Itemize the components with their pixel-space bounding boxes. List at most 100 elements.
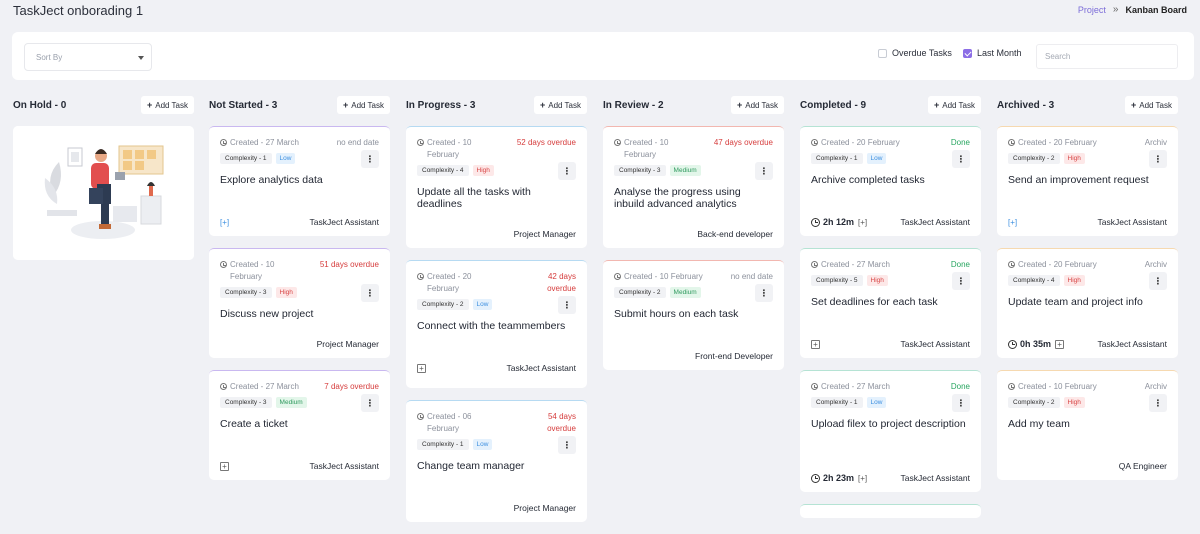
card-title: Send an improvement request (1008, 174, 1149, 186)
sort-by-placeholder: Sort By (36, 53, 63, 62)
created-date: Created - 10 February (624, 138, 669, 159)
complexity-badge: Complexity - 1 (220, 153, 272, 164)
more-options-icon[interactable]: ⋮ (1149, 394, 1167, 412)
more-options-icon[interactable]: ⋮ (1149, 150, 1167, 168)
add-subtask-icon[interactable]: [+] (220, 217, 230, 227)
breadcrumb-separator: » (1112, 4, 1119, 15)
add-task-button[interactable]: + Add Task (140, 96, 194, 114)
task-card[interactable]: Created - 06 February 54 days overdue Comp… (406, 400, 587, 522)
assignee: QA Engineer (1118, 461, 1167, 471)
card-tags: Complexity - 2 Low ⋮ (417, 296, 576, 314)
add-task-button[interactable]: + Add Task (927, 96, 981, 114)
task-card[interactable]: Created - 10 February 47 days overdue Comp… (603, 126, 784, 248)
more-options-icon[interactable]: ⋮ (361, 150, 379, 168)
card-meta: Created - 20 February Archiv (1008, 137, 1167, 149)
task-card[interactable]: Created - 10 February Archiv Complexity - … (997, 370, 1178, 480)
empty-state-illustration (13, 126, 194, 260)
created-info: Created - 20 February (417, 271, 497, 295)
card-title: Update team and project info (1008, 296, 1143, 308)
card-footer: Project Manager (220, 339, 379, 349)
card-title: Connect with the teammembers (417, 320, 566, 332)
more-options-icon[interactable]: ⋮ (952, 394, 970, 412)
card-footer: 2h 12m [+] TaskJect Assistant (811, 217, 970, 227)
sort-by-select[interactable]: Sort By (24, 43, 152, 71)
card-tags: Complexity - 2 Medium ⋮ (614, 284, 773, 302)
plus-icon: + (146, 100, 153, 110)
footer-left: 0h 35m + (1008, 339, 1065, 349)
task-card[interactable]: Created - 27 March no end date Complexity … (209, 126, 390, 236)
task-card[interactable]: Created - 20 February Archiv Complexity - … (997, 126, 1178, 236)
add-task-button[interactable]: + Add Task (1124, 96, 1178, 114)
column-title: Completed - 9 (800, 99, 867, 111)
breadcrumb-project-link[interactable]: Project (1077, 4, 1106, 15)
last-month-filter[interactable]: Last Month (963, 48, 1022, 58)
clock-icon (417, 139, 424, 146)
task-card[interactable]: Created - 20 February Archiv Complexity - … (997, 248, 1178, 358)
breadcrumb: Project » Kanban Board (1078, 4, 1187, 15)
overdue-tasks-filter[interactable]: Overdue Tasks (878, 48, 952, 58)
status-done: Done (950, 382, 970, 391)
card-meta: Created - 27 March Done (811, 381, 970, 393)
column-header: Not Started - 3 + Add Task (209, 96, 390, 114)
priority-badge: High (275, 287, 297, 298)
created-date: Created - 27 March (821, 382, 890, 391)
more-options-icon[interactable]: ⋮ (755, 284, 773, 302)
created-info: Created - 06 February (417, 411, 497, 435)
task-card[interactable]: Created - 20 February 42 days overdue Comp… (406, 260, 587, 388)
more-options-icon[interactable]: ⋮ (952, 150, 970, 168)
add-subtask-icon[interactable]: [+] (858, 473, 868, 483)
search-input[interactable] (1036, 44, 1178, 69)
kanban-column: Completed - 9 + Add Task Created - 20 Febru… (800, 96, 981, 518)
more-options-icon[interactable]: ⋮ (755, 162, 773, 180)
footer-left: 2h 12m [+] (811, 217, 867, 227)
card-tags: Complexity - 1 Low ⋮ (220, 150, 379, 168)
add-task-button[interactable]: + Add Task (730, 96, 784, 114)
card-tags: Complexity - 3 Medium ⋮ (614, 162, 773, 180)
more-options-icon[interactable]: ⋮ (952, 272, 970, 290)
card-tags: Complexity - 2 High ⋮ (1008, 394, 1167, 412)
task-card[interactable]: Created - 10 February no end date Complexi… (603, 260, 784, 370)
card-tags: Complexity - 1 Low ⋮ (811, 150, 970, 168)
task-card[interactable]: Created - 27 March Done Complexity - 1 Low ⋮… (800, 370, 981, 492)
more-options-icon[interactable]: ⋮ (361, 394, 379, 412)
add-subtask-icon[interactable]: [+] (1008, 217, 1018, 227)
add-subtask-icon[interactable]: + (811, 339, 820, 349)
priority-badge: Low (275, 153, 296, 164)
task-card[interactable]: Created - 10 February 51 days overdue Comp… (209, 248, 390, 358)
timer-icon (811, 473, 820, 483)
task-card[interactable]: Created - 27 March 7 days overdue Complexi… (209, 370, 390, 480)
card-meta: Created - 06 February 54 days overdue (417, 411, 576, 435)
add-task-button[interactable]: + Add Task (336, 96, 390, 114)
footer-left: 2h 23m [+] (811, 473, 867, 483)
last-month-checkbox[interactable] (963, 48, 972, 58)
add-subtask-icon[interactable]: + (220, 461, 229, 471)
more-options-icon[interactable]: ⋮ (558, 436, 576, 454)
more-options-icon[interactable]: ⋮ (1149, 272, 1167, 290)
task-card[interactable]: Created - 27 March Done Complexity - 5 High… (800, 248, 981, 358)
assignee: TaskJect Assistant (900, 217, 970, 227)
clock-icon (220, 139, 227, 146)
add-subtask-icon[interactable]: [+] (858, 217, 868, 227)
card-tags: Complexity - 4 High ⋮ (417, 162, 576, 180)
time-value: 2h 12m (823, 217, 855, 227)
status-text: 7 days overdue (324, 382, 379, 391)
overdue-tasks-checkbox[interactable] (878, 48, 887, 58)
add-task-button[interactable]: + Add Task (533, 96, 587, 114)
assignee: TaskJect Assistant (900, 473, 970, 483)
more-options-icon[interactable]: ⋮ (558, 296, 576, 314)
task-card[interactable]: Created - 10 February 52 days overdue Comp… (406, 126, 587, 248)
more-options-icon[interactable]: ⋮ (558, 162, 576, 180)
task-card[interactable] (800, 504, 981, 518)
last-month-label: Last Month (977, 48, 1022, 58)
complexity-badge: Complexity - 4 (1008, 275, 1060, 286)
assignee: TaskJect Assistant (309, 217, 379, 227)
card-title: Analyse the progress using inbuild advan… (614, 186, 741, 210)
add-subtask-icon[interactable]: + (1055, 339, 1065, 349)
plus-icon: + (342, 100, 349, 110)
priority-badge: High (1063, 153, 1085, 164)
add-subtask-icon[interactable]: + (417, 363, 426, 373)
priority-badge: Low (866, 397, 887, 408)
more-options-icon[interactable]: ⋮ (361, 284, 379, 302)
created-info: Created - 10 February (220, 259, 290, 283)
